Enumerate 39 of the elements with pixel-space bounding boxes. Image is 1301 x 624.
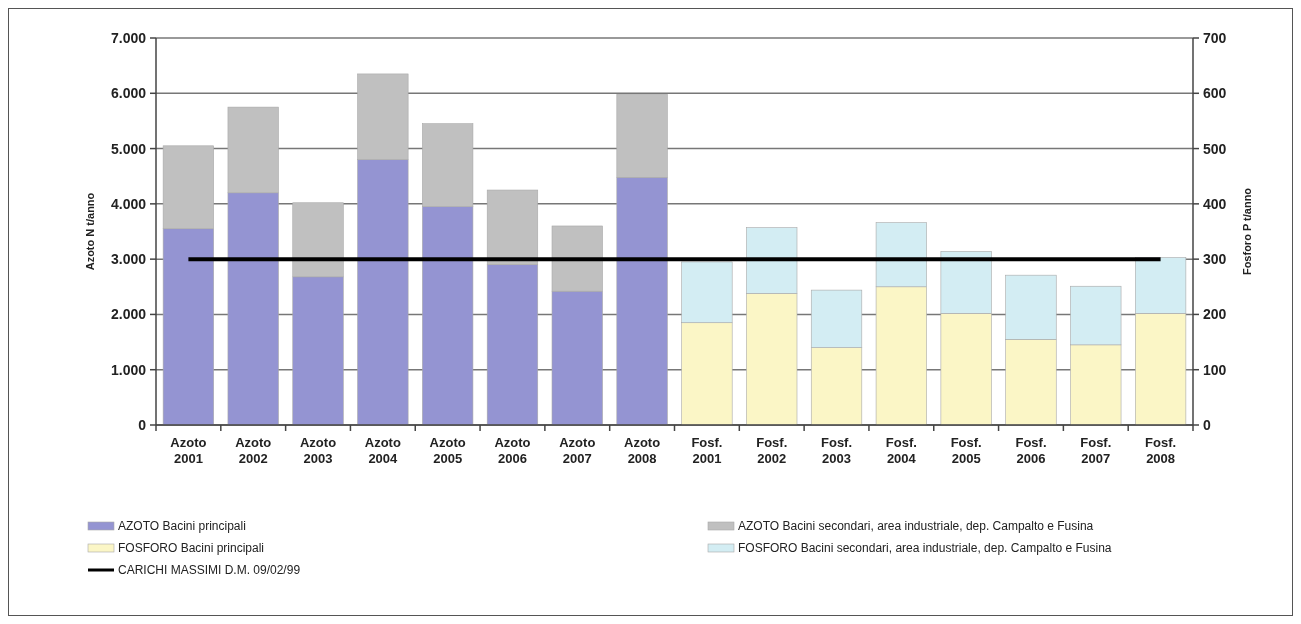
x-tick-label: Azoto 2002 — [235, 435, 272, 466]
y2-tick-label: 300 — [1203, 251, 1227, 268]
x-tick-label: Azoto 2008 — [624, 435, 661, 466]
y2-axis-title: Fosforo P t/anno — [1241, 187, 1253, 276]
legend-label: AZOTO Bacini principali — [118, 519, 246, 533]
legend-label: CARICHI MASSIMI D.M. 09/02/99 — [118, 563, 301, 577]
x-tick-label: Fosf. 2005 — [950, 435, 982, 466]
legend-label: AZOTO Bacini secondari, area industriale, dep. Campalto e Fusina — [738, 519, 1094, 533]
y-tick-label: 0 — [138, 417, 147, 433]
y2-tick-label: 200 — [1203, 306, 1227, 323]
legend-label: FOSFORO Bacini secondari, area industriale, dep. Campalto e Fusina — [738, 541, 1112, 555]
y-axis-title: Azoto N t/anno — [84, 192, 96, 271]
y-tick-label: 7.000 — [110, 30, 147, 46]
x-tick-label: Fosf. 2004 — [885, 435, 917, 466]
legend-label: FOSFORO Bacini principali — [118, 541, 265, 555]
y-tick-label: 4.000 — [110, 195, 147, 212]
x-tick-label: Azoto 2004 — [364, 435, 401, 466]
y-tick-label: 3.000 — [110, 251, 147, 268]
y-tick-label: 6.000 — [110, 85, 147, 102]
y-tick-label: 1.000 — [110, 361, 147, 378]
y2-tick-label: 400 — [1203, 195, 1227, 212]
x-tick-label: Azoto 2003 — [299, 435, 337, 466]
x-tick-label: Fosf. 2007 — [1080, 435, 1112, 466]
y2-tick-label: 100 — [1203, 361, 1227, 378]
x-tick-label: Azoto 2001 — [170, 435, 207, 466]
x-tick-label: Azoto 2007 — [559, 435, 596, 466]
x-tick-label: Fosf. 2006 — [1015, 435, 1047, 466]
y-tick-label: 5.000 — [110, 140, 147, 157]
x-tick-label: Fosf. 2008 — [1145, 435, 1177, 466]
y2-tick-label: 700 — [1203, 30, 1227, 46]
x-tick-label: Fosf. 2001 — [691, 435, 723, 466]
x-tick-label: Azoto 2006 — [494, 435, 531, 466]
x-tick-label: Fosf. 2002 — [756, 435, 788, 466]
y-tick-label: 2.000 — [110, 306, 147, 323]
x-tick-label: Azoto 2005 — [429, 435, 466, 466]
y2-tick-label: 0 — [1203, 417, 1211, 433]
x-tick-label: Fosf. 2003 — [821, 435, 853, 466]
y2-tick-label: 600 — [1203, 85, 1227, 102]
y2-tick-label: 500 — [1203, 140, 1227, 157]
